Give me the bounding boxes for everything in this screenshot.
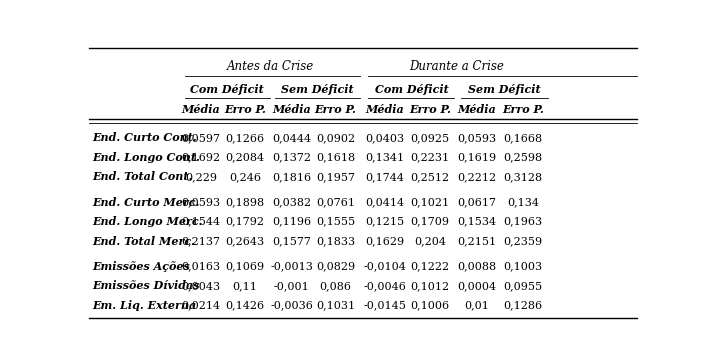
Text: 0,1006: 0,1006 bbox=[410, 300, 450, 310]
Text: Erro P.: Erro P. bbox=[224, 104, 266, 115]
Text: End. Total Cont.: End. Total Cont. bbox=[92, 171, 193, 182]
Text: 0,0617: 0,0617 bbox=[457, 197, 496, 207]
Text: 0,1372: 0,1372 bbox=[272, 152, 311, 162]
Text: 0,134: 0,134 bbox=[507, 197, 539, 207]
Text: 0,2151: 0,2151 bbox=[457, 236, 496, 246]
Text: 0,1003: 0,1003 bbox=[503, 261, 542, 271]
Text: 0,1744: 0,1744 bbox=[365, 172, 404, 182]
Text: Durante a Crise: Durante a Crise bbox=[409, 60, 504, 73]
Text: 0,1196: 0,1196 bbox=[272, 217, 311, 227]
Text: 0,2598: 0,2598 bbox=[503, 152, 542, 162]
Text: 0,1544: 0,1544 bbox=[181, 217, 221, 227]
Text: 0,1692: 0,1692 bbox=[181, 152, 221, 162]
Text: 0,11: 0,11 bbox=[232, 281, 257, 291]
Text: 0,1534: 0,1534 bbox=[457, 217, 496, 227]
Text: 0,1555: 0,1555 bbox=[316, 217, 355, 227]
Text: Com Déficit: Com Déficit bbox=[375, 84, 448, 95]
Text: Emissões Ações: Emissões Ações bbox=[92, 261, 190, 272]
Text: 0,1898: 0,1898 bbox=[225, 197, 265, 207]
Text: 0,0403: 0,0403 bbox=[365, 133, 404, 143]
Text: 0,1426: 0,1426 bbox=[225, 300, 265, 310]
Text: 0,1286: 0,1286 bbox=[503, 300, 542, 310]
Text: 0,0593: 0,0593 bbox=[457, 133, 496, 143]
Text: 0,1792: 0,1792 bbox=[225, 217, 264, 227]
Text: 0,1222: 0,1222 bbox=[410, 261, 450, 271]
Text: 0,0902: 0,0902 bbox=[316, 133, 355, 143]
Text: 0,0043: 0,0043 bbox=[181, 281, 221, 291]
Text: 0,2212: 0,2212 bbox=[457, 172, 496, 182]
Text: 0,1629: 0,1629 bbox=[365, 236, 404, 246]
Text: 0,1816: 0,1816 bbox=[272, 172, 311, 182]
Text: 0,1619: 0,1619 bbox=[457, 152, 496, 162]
Text: End. Curto Merc.: End. Curto Merc. bbox=[92, 197, 200, 208]
Text: 0,0955: 0,0955 bbox=[503, 281, 542, 291]
Text: Erro P.: Erro P. bbox=[502, 104, 544, 115]
Text: Sem Déficit: Sem Déficit bbox=[468, 84, 540, 95]
Text: 0,1341: 0,1341 bbox=[365, 152, 404, 162]
Text: Erro P.: Erro P. bbox=[409, 104, 451, 115]
Text: -0,0036: -0,0036 bbox=[270, 300, 313, 310]
Text: 0,0088: 0,0088 bbox=[457, 261, 496, 271]
Text: 0,1031: 0,1031 bbox=[316, 300, 355, 310]
Text: 0,0829: 0,0829 bbox=[316, 261, 355, 271]
Text: -0,0013: -0,0013 bbox=[270, 261, 313, 271]
Text: 0,1709: 0,1709 bbox=[411, 217, 450, 227]
Text: 0,0382: 0,0382 bbox=[272, 197, 311, 207]
Text: Com Déficit: Com Déficit bbox=[190, 84, 264, 95]
Text: 0,1012: 0,1012 bbox=[410, 281, 450, 291]
Text: 0,2084: 0,2084 bbox=[225, 152, 265, 162]
Text: -0,0046: -0,0046 bbox=[363, 281, 406, 291]
Text: 0,2359: 0,2359 bbox=[503, 236, 542, 246]
Text: Média: Média bbox=[365, 104, 404, 115]
Text: 0,1215: 0,1215 bbox=[365, 217, 404, 227]
Text: End. Longo Cont.: End. Longo Cont. bbox=[92, 152, 200, 163]
Text: 0,204: 0,204 bbox=[413, 236, 446, 246]
Text: 0,0925: 0,0925 bbox=[410, 133, 450, 143]
Text: 0,0597: 0,0597 bbox=[181, 133, 220, 143]
Text: 0,2231: 0,2231 bbox=[410, 152, 450, 162]
Text: Em. Liq. Externa: Em. Liq. Externa bbox=[92, 300, 197, 311]
Text: Emissões Dívidas: Emissões Dívidas bbox=[92, 280, 200, 291]
Text: 0,1957: 0,1957 bbox=[316, 172, 355, 182]
Text: 0,1577: 0,1577 bbox=[272, 236, 311, 246]
Text: 0,2643: 0,2643 bbox=[225, 236, 265, 246]
Text: Média: Média bbox=[182, 104, 220, 115]
Text: 0,229: 0,229 bbox=[185, 172, 217, 182]
Text: End. Curto Cont.: End. Curto Cont. bbox=[92, 133, 197, 144]
Text: -0,0104: -0,0104 bbox=[363, 261, 406, 271]
Text: 0,2137: 0,2137 bbox=[181, 236, 220, 246]
Text: Sem Déficit: Sem Déficit bbox=[281, 84, 354, 95]
Text: Média: Média bbox=[457, 104, 496, 115]
Text: 0,1668: 0,1668 bbox=[503, 133, 542, 143]
Text: 0,0414: 0,0414 bbox=[365, 197, 404, 207]
Text: 0,2512: 0,2512 bbox=[410, 172, 450, 182]
Text: 0,3128: 0,3128 bbox=[503, 172, 542, 182]
Text: 0,1618: 0,1618 bbox=[316, 152, 355, 162]
Text: 0,1833: 0,1833 bbox=[316, 236, 355, 246]
Text: 0,0004: 0,0004 bbox=[457, 281, 496, 291]
Text: 0,086: 0,086 bbox=[319, 281, 351, 291]
Text: 0,1266: 0,1266 bbox=[225, 133, 265, 143]
Text: 0,01: 0,01 bbox=[464, 300, 489, 310]
Text: 0,1963: 0,1963 bbox=[503, 217, 542, 227]
Text: Erro P.: Erro P. bbox=[314, 104, 356, 115]
Text: Antes da Crise: Antes da Crise bbox=[227, 60, 314, 73]
Text: Média: Média bbox=[272, 104, 311, 115]
Text: 0,0761: 0,0761 bbox=[316, 197, 355, 207]
Text: 0,0593: 0,0593 bbox=[181, 197, 221, 207]
Text: 0,0163: 0,0163 bbox=[181, 261, 221, 271]
Text: End. Total Merc.: End. Total Merc. bbox=[92, 236, 195, 247]
Text: 0,1069: 0,1069 bbox=[225, 261, 265, 271]
Text: -0,001: -0,001 bbox=[274, 281, 309, 291]
Text: 0,246: 0,246 bbox=[229, 172, 261, 182]
Text: 0,0444: 0,0444 bbox=[272, 133, 311, 143]
Text: End. Longo Merc.: End. Longo Merc. bbox=[92, 216, 202, 227]
Text: 0,1021: 0,1021 bbox=[410, 197, 450, 207]
Text: 0,0214: 0,0214 bbox=[181, 300, 221, 310]
Text: -0,0145: -0,0145 bbox=[363, 300, 406, 310]
